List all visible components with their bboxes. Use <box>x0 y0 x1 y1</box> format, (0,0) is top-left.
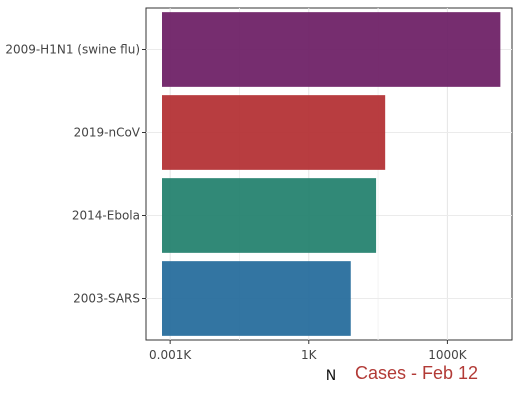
x-axis: 0.001K 1K 1000K <box>149 340 468 362</box>
bar-2019-ncov <box>162 95 386 170</box>
x-tick-label: 1000K <box>428 348 468 362</box>
x-tick-label: 0.001K <box>149 348 192 362</box>
y-axis: 2009-H1N1 (swine flu) 2019-nCoV 2014-Ebola… <box>5 43 146 306</box>
bar-2009-h1n1-swine-flu <box>162 12 501 87</box>
x-axis-title: N <box>326 368 336 384</box>
y-tick-label: 2019-nCoV <box>74 126 141 140</box>
y-tick-label: 2003-SARS <box>73 292 140 306</box>
cases-date-annotation: Cases - Feb 12 <box>355 363 478 383</box>
plot-panel-border <box>145 7 513 341</box>
bar-2003-sars <box>162 261 351 336</box>
y-tick-label: 2009-H1N1 (swine flu) <box>5 43 140 57</box>
bars <box>162 12 501 336</box>
bar-2014-ebola <box>162 178 377 253</box>
y-tick-label: 2014-Ebola <box>72 209 140 223</box>
x-tick-label: 1K <box>301 348 318 362</box>
